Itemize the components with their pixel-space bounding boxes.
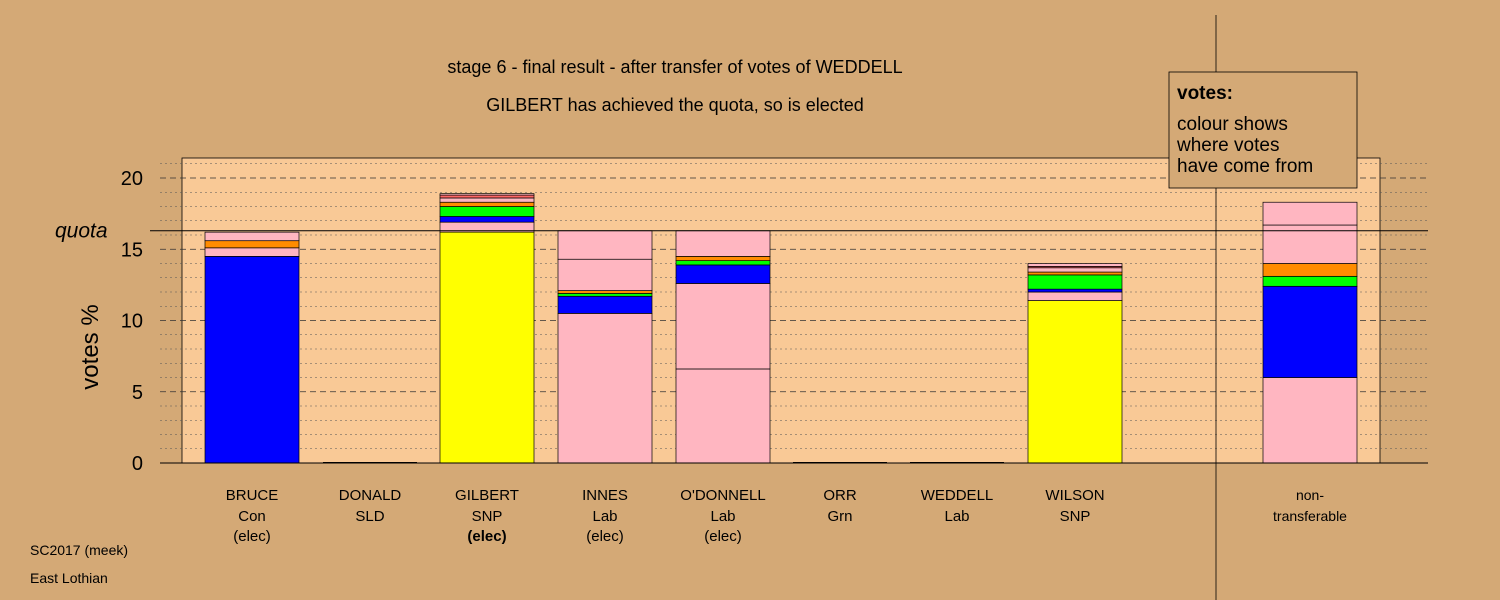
chart-title: stage 6 - final result - after transfer …	[447, 57, 902, 77]
bar-segment	[557, 313, 653, 464]
legend-line: colour shows	[1177, 114, 1288, 135]
x-label-party: SLD	[355, 508, 384, 525]
x-label-party: Grn	[827, 508, 852, 525]
bar-segment	[675, 264, 771, 284]
y-axis: 0 5 10 15 20	[121, 168, 143, 475]
bar-segment	[675, 260, 771, 266]
ward-label: East Lothian	[30, 570, 108, 586]
y-tick-label: 10	[121, 311, 143, 333]
bar-segment	[204, 256, 300, 464]
bar-segment	[204, 247, 300, 257]
plot-panel	[181, 157, 1381, 464]
bar-segment	[675, 230, 771, 257]
bar-segment	[439, 193, 535, 196]
x-label-name: INNES	[582, 487, 628, 504]
chart-subtitle: GILBERT has achieved the quota, so is el…	[486, 95, 864, 115]
major-grid	[160, 177, 1428, 393]
y-tick-label: 20	[121, 168, 143, 190]
x-label-status: (elec)	[586, 528, 624, 545]
x-label-party: transferable	[1273, 508, 1347, 524]
x-label-status: (elec)	[467, 528, 506, 545]
x-axis-labels: BRUCE Con (elec) DONALD SLD GILBERT SNP (elec) I…	[226, 487, 1347, 545]
x-label-name: ORR	[823, 487, 857, 504]
x-label-party: Lab	[710, 508, 735, 525]
x-label-party: Lab	[592, 508, 617, 525]
x-label-party: Lab	[944, 508, 969, 525]
legend-line: where votes	[1176, 135, 1279, 156]
bar-segment	[439, 231, 535, 464]
y-tick-label: 5	[132, 382, 143, 404]
x-label-name: WEDDELL	[921, 487, 994, 504]
bar-segment	[557, 258, 653, 291]
legend: votes: colour shows where votes have com…	[1168, 71, 1358, 189]
bar-segment	[1027, 300, 1123, 464]
bar-segment	[1027, 271, 1123, 276]
bar-segment	[1027, 288, 1123, 293]
bar-segment	[204, 240, 300, 249]
y-axis-label: votes %	[77, 304, 104, 389]
bar-segment	[557, 290, 653, 294]
bar-segment	[675, 283, 771, 370]
quota-label: quota	[55, 220, 108, 243]
bar-segment	[557, 230, 653, 260]
bar-segment	[557, 295, 653, 314]
bar-segment	[439, 197, 535, 203]
bar-segment	[439, 216, 535, 223]
x-label-status: (elec)	[704, 528, 742, 545]
x-label-name: WILSON	[1045, 487, 1104, 504]
x-label-party: SNP	[1060, 508, 1091, 525]
x-label-name: DONALD	[339, 487, 402, 504]
legend-title: votes:	[1177, 83, 1233, 104]
legend-box	[1168, 71, 1358, 189]
minor-grid	[160, 163, 1428, 450]
x-label-name: non-	[1296, 487, 1324, 503]
y-tick-label: 0	[132, 453, 143, 475]
bar-segment	[1262, 275, 1358, 287]
bar-segment	[1027, 267, 1123, 273]
x-label-party: Con	[238, 508, 266, 525]
election-label: SC2017 (meek)	[30, 542, 128, 558]
bar-segment	[557, 293, 653, 297]
bar-segment	[675, 256, 771, 262]
bar-segment	[439, 206, 535, 217]
bar-segment	[1262, 285, 1358, 378]
x-label-name: GILBERT	[455, 487, 519, 504]
bar-segment	[204, 231, 300, 242]
bar-segment	[1027, 291, 1123, 301]
bar-segment	[675, 368, 771, 464]
bar-segment	[1262, 224, 1358, 264]
x-label-status: (elec)	[233, 528, 271, 545]
x-label-name: O'DONNELL	[680, 487, 765, 504]
y-tick-label: 15	[121, 239, 143, 261]
bar-segment	[1027, 274, 1123, 290]
bar-segment	[1262, 201, 1358, 226]
bars	[204, 193, 1358, 464]
legend-line: have come from	[1177, 156, 1313, 177]
bar-segment	[1262, 377, 1358, 464]
bar-segment	[1262, 263, 1358, 277]
x-label-name: BRUCE	[226, 487, 279, 504]
bar-segment	[1027, 263, 1123, 267]
x-label-party: SNP	[472, 508, 503, 525]
bar-segment	[439, 201, 535, 207]
bar-segment	[439, 194, 535, 199]
